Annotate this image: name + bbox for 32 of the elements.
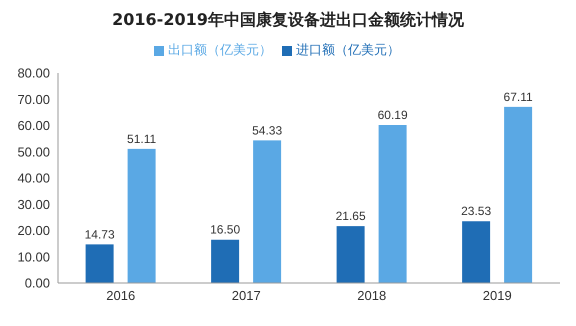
bar (86, 244, 114, 283)
data-label: 23.53 (461, 204, 492, 218)
y-tick-label: 0.00 (24, 276, 50, 291)
y-tick-label: 80.00 (17, 66, 50, 81)
x-tick-label: 2019 (482, 288, 512, 304)
y-tick-label: 10.00 (17, 249, 50, 264)
y-tick-label: 30.00 (17, 196, 50, 212)
bar (378, 125, 407, 283)
bar (504, 106, 532, 283)
bar (128, 148, 156, 283)
legend-label: 进口额（亿美元） (296, 42, 400, 57)
x-tick-label: 2016 (106, 288, 136, 304)
chart-title: 2016-2019年中国康复设备进出口金额统计情况 (111, 10, 465, 31)
bar (336, 226, 365, 283)
bar (462, 221, 490, 283)
bar (211, 240, 240, 283)
data-label: 60.19 (378, 108, 408, 122)
y-tick-label: 20.00 (17, 223, 50, 238)
x-tick-label: 2017 (232, 288, 261, 304)
y-tick-label: 50.00 (17, 144, 50, 160)
data-label: 67.11 (504, 90, 534, 104)
y-tick-label: 70.00 (17, 92, 50, 107)
data-label: 21.65 (336, 209, 366, 224)
x-tick-label: 2018 (357, 288, 386, 304)
y-tick-label: 40.00 (17, 170, 50, 186)
bar (253, 140, 282, 283)
data-label: 54.33 (252, 123, 282, 138)
data-label: 16.50 (210, 222, 240, 237)
data-label: 14.73 (84, 227, 115, 242)
y-tick-label: 60.00 (17, 118, 50, 134)
data-label: 51.11 (127, 132, 157, 146)
legend-label: 出口额（亿美元） (168, 42, 272, 57)
